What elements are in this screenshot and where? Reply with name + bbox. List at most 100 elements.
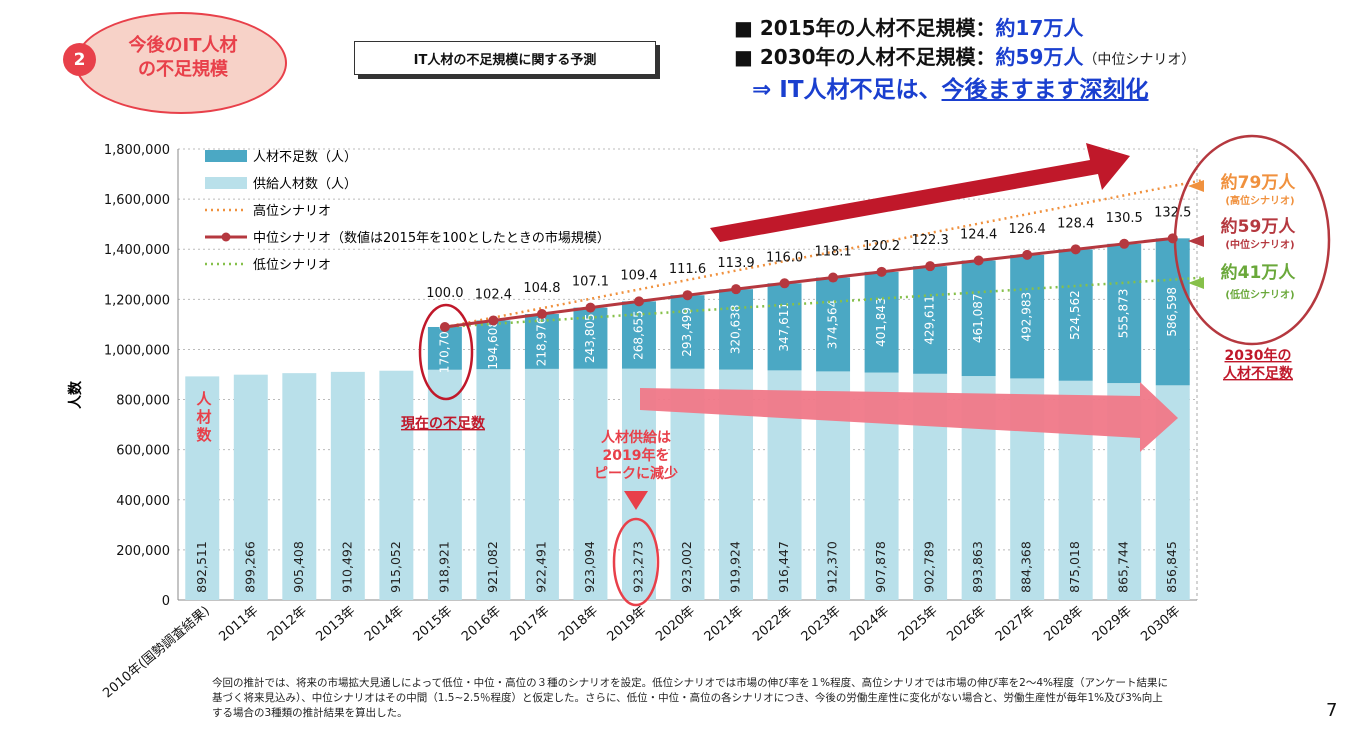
x-tick-label: 2022年 xyxy=(750,604,795,645)
x-tick-label: 2027年 xyxy=(993,604,1038,645)
legend-label-high: 高位シナリオ xyxy=(253,203,331,219)
market-index-label: 109.4 xyxy=(620,268,657,283)
x-tick-label: 2023年 xyxy=(799,604,844,645)
market-index-label: 102.4 xyxy=(475,287,512,302)
headline-line2: ■ 2030年の人材不足規模：約59万人（中位シナリオ） xyxy=(734,41,1195,70)
headline-line2-prefix: ■ 2030年の人材不足規模： xyxy=(734,45,996,69)
supply-value-label: 919,924 xyxy=(728,541,743,593)
headline-line3: ⇒ IT人材不足は、今後ますます深刻化 xyxy=(752,70,1149,104)
x-tick-label: 2015年 xyxy=(411,604,456,645)
market-index-label: 104.8 xyxy=(523,281,560,296)
headline-line3-prefix: ⇒ IT人材不足は、 xyxy=(752,77,942,103)
shortage-value-label: 194,608 xyxy=(486,320,500,370)
legend-marker-mid xyxy=(221,232,231,242)
supply-side-char-1: 人 xyxy=(196,390,212,408)
section-title-line2: の不足規模 xyxy=(138,59,228,80)
supply-value-label: 918,921 xyxy=(436,541,451,593)
mid-scenario-point xyxy=(536,308,547,319)
x-tick-label: 2010年(国勢調査結果) xyxy=(100,604,212,702)
supply-value-label: 923,094 xyxy=(582,541,597,593)
supply-bar xyxy=(476,369,511,600)
supply-bar xyxy=(573,368,608,600)
supply-decline-arrow xyxy=(640,382,1178,452)
y-tick-label: 200,000 xyxy=(116,544,170,559)
supply-value-label: 892,511 xyxy=(194,541,209,593)
x-tick-label: 2014年 xyxy=(362,604,407,645)
shortage-value-label: 243,805 xyxy=(583,313,597,363)
market-index-label: 120.2 xyxy=(863,239,900,254)
supply-value-label: 923,273 xyxy=(630,541,645,593)
market-index-label: 124.4 xyxy=(960,228,997,243)
x-tick-label: 2013年 xyxy=(313,604,358,645)
legend-label-low: 低位シナリオ xyxy=(253,258,331,273)
x-tick-label: 2025年 xyxy=(896,604,941,645)
market-index-label: 118.1 xyxy=(814,245,851,260)
shortage-value-label: 268,655 xyxy=(631,310,645,360)
mid-scenario-point xyxy=(1070,244,1081,255)
shortage-bar xyxy=(524,313,559,369)
headline-line1: ■ 2015年の人材不足規模：約17万人 xyxy=(734,12,1083,41)
current-shortage-circle xyxy=(418,303,474,401)
x-tick-label: 2021年 xyxy=(702,604,747,645)
shortage-bar xyxy=(816,277,851,372)
mid-scenario-point xyxy=(1119,238,1130,249)
supply-value-label: 865,744 xyxy=(1116,541,1131,593)
x-tick-label: 2019年 xyxy=(605,604,650,645)
shortage-bar xyxy=(961,260,996,377)
mid-scenario-point xyxy=(876,266,887,277)
section-ellipse xyxy=(75,12,287,114)
y-tick-label: 800,000 xyxy=(116,394,170,409)
supply-peak-pointer xyxy=(624,491,648,510)
shortage-bar xyxy=(1155,238,1190,386)
mid-scenario-point xyxy=(682,290,693,301)
shortage-bar xyxy=(1058,249,1093,381)
shortage-value-label: 401,843 xyxy=(874,297,888,347)
x-tick-label: 2011年 xyxy=(216,604,261,645)
scenario-summary-circle xyxy=(1173,134,1331,346)
supply-value-label: 910,492 xyxy=(339,541,354,593)
shortage-bar xyxy=(427,326,462,370)
shortage-bar xyxy=(719,289,754,370)
shortage-bar xyxy=(864,271,899,373)
x-tick-label: 2016年 xyxy=(459,604,504,645)
mid-value: 約59万人 xyxy=(1221,216,1297,237)
headline-line2-value: 約59万人 xyxy=(995,45,1084,69)
shortage-2030-line2: 人材不足数 xyxy=(1223,365,1294,382)
low-pointer xyxy=(1188,277,1204,289)
market-growth-arrow xyxy=(710,143,1130,242)
supply-peak-callout: 人材供給は 2019年を ピークに減少 xyxy=(594,429,678,482)
x-tick-label: 2012年 xyxy=(265,604,310,645)
supply-bar xyxy=(233,374,268,600)
legend-swatch-shortage xyxy=(205,150,247,162)
supply-peak-line1: 人材供給は xyxy=(601,429,671,446)
shortage-bar xyxy=(670,295,705,369)
supply-value-label: 916,447 xyxy=(776,541,791,593)
mid-scenario-point xyxy=(925,261,936,272)
bars xyxy=(185,238,1190,600)
headline-line1-value: 約17万人 xyxy=(995,16,1084,40)
supply-bar xyxy=(330,371,365,600)
shortage-value-label: 293,499 xyxy=(680,307,694,357)
supply-value-label: 923,002 xyxy=(679,541,694,593)
low-label: (低位シナリオ) xyxy=(1225,288,1294,301)
x-tick-label: 2018年 xyxy=(556,604,601,645)
market-index-label: 113.9 xyxy=(717,256,754,271)
mid-scenario-point xyxy=(1022,249,1033,260)
mid-scenario-point xyxy=(828,272,839,283)
chart-title: IT人材の不足規模に関する予測 xyxy=(413,52,597,68)
y-tick-label: 1,000,000 xyxy=(104,343,170,358)
market-index-label: 130.5 xyxy=(1106,211,1143,226)
shortage-bar xyxy=(1010,254,1045,379)
mid-scenario-point xyxy=(585,302,596,313)
page-number: 7 xyxy=(1326,700,1338,721)
shortage-bar xyxy=(767,283,802,371)
supply-side-label: 人 材 数 xyxy=(196,390,212,444)
x-tick-label: 2020年 xyxy=(653,604,698,645)
supply-bar xyxy=(379,370,414,600)
supply-peak-circle xyxy=(612,517,660,607)
mid-scenario-point xyxy=(488,315,499,326)
market-index-label: 128.4 xyxy=(1057,216,1094,231)
shortage-value-label: 461,087 xyxy=(971,293,985,343)
y-tick-label: 0 xyxy=(162,594,170,609)
supply-bar xyxy=(185,376,220,600)
